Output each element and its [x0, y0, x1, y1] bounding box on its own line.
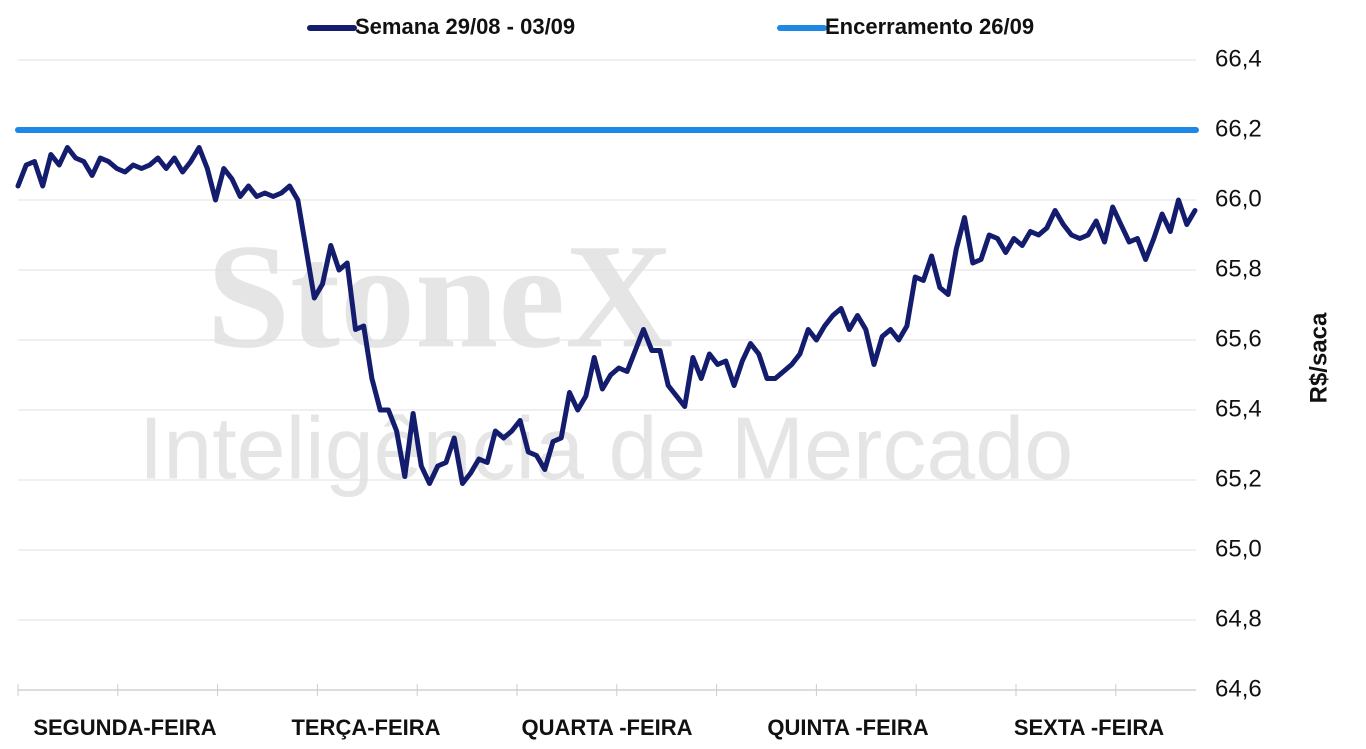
y-tick-label: 65,8: [1215, 255, 1262, 282]
y-tick-label: 66,2: [1215, 115, 1262, 142]
x-tick-label: SEXTA -FEIRA: [1014, 715, 1164, 740]
x-tick-label: SEGUNDA-FEIRA: [33, 715, 216, 740]
svg-text:StoneX: StoneX: [207, 213, 674, 379]
legend-label: Encerramento 26/09: [825, 14, 1034, 39]
y-tick-label: 66,4: [1215, 45, 1262, 72]
y-tick-label: 65,4: [1215, 395, 1262, 422]
y-tick-label: 64,8: [1215, 605, 1262, 632]
series-line: [15, 145, 1198, 486]
y-axis-label: R$/saca: [1305, 312, 1332, 403]
y-tick-label: 65,6: [1215, 325, 1262, 352]
y-tick-label: 65,2: [1215, 465, 1262, 492]
svg-text:Inteligência de Mercado: Inteligência de Mercado: [139, 398, 1073, 497]
x-tick-label: QUINTA -FEIRA: [767, 715, 928, 740]
y-tick-label: 65,0: [1215, 535, 1262, 562]
y-tick-label: 66,0: [1215, 185, 1262, 212]
x-tick-label: TERÇA-FEIRA: [291, 715, 440, 740]
x-tick-label: QUARTA -FEIRA: [521, 715, 692, 740]
legend-label: Semana 29/08 - 03/09: [355, 14, 575, 39]
y-tick-label: 64,6: [1215, 675, 1262, 702]
watermark: StoneX Inteligência de Mercado: [139, 213, 1073, 497]
